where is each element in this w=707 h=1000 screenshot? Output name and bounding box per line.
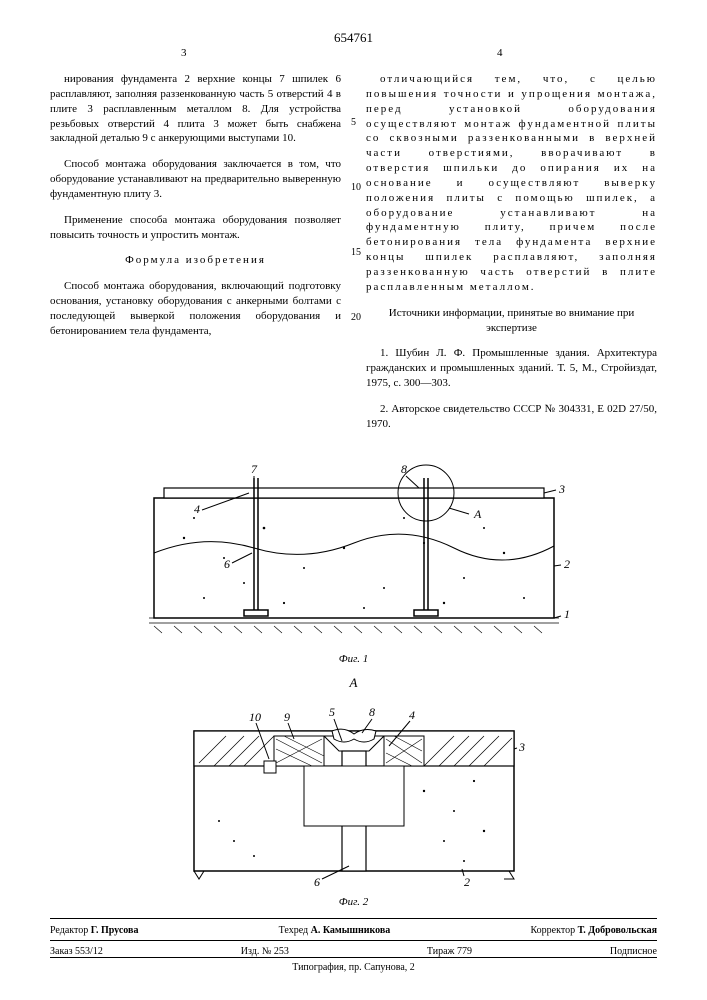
fig2-label: Фиг. 2	[50, 896, 657, 908]
para: отличающийся тем, что, с целью повышения…	[366, 72, 657, 295]
para-text: отличающийся тем, что, с целью повышения…	[366, 73, 657, 293]
izd-no: Изд. № 253	[241, 946, 289, 957]
svg-text:7: 7	[251, 462, 258, 476]
tirazh: Тираж 779	[427, 946, 472, 957]
svg-text:5: 5	[329, 705, 335, 719]
footer-credits: Редактор Г. Прусова Техред А. Камышников…	[50, 925, 657, 936]
typography: Типография, пр. Сапунова, 2	[50, 957, 657, 973]
svg-text:10: 10	[249, 710, 261, 724]
left-column: 3 нирования фундамента 2 верхние концы 7…	[50, 61, 341, 443]
text-columns: 3 нирования фундамента 2 верхние концы 7…	[50, 61, 657, 443]
footer-order: Заказ 553/12 Изд. № 253 Тираж 779 Подпис…	[50, 940, 657, 957]
svg-text:4: 4	[409, 708, 415, 722]
svg-text:3: 3	[558, 482, 565, 496]
line-mark: 10	[351, 181, 361, 195]
editor: Редактор Г. Прусова	[50, 925, 138, 936]
formula-title: Формула изобретения	[50, 253, 341, 268]
svg-text:2: 2	[464, 875, 470, 889]
para: Способ монтажа оборудования заключается …	[50, 157, 341, 202]
figure-1: 7 8 3 А 2 1 4 6	[104, 458, 604, 648]
patent-number: 654761	[50, 30, 657, 46]
para: Способ монтажа оборудования, включающий …	[50, 279, 341, 338]
line-mark: 15	[351, 246, 361, 260]
col-page-3: 3	[181, 46, 187, 61]
page: 654761 3 нирования фундамента 2 верхние …	[0, 0, 707, 993]
svg-text:2: 2	[564, 557, 570, 571]
svg-text:4: 4	[194, 502, 200, 516]
svg-text:1: 1	[564, 607, 570, 621]
detail-A-label: А	[50, 675, 657, 691]
svg-text:А: А	[473, 507, 482, 521]
order-no: Заказ 553/12	[50, 946, 103, 957]
line-mark: 5	[351, 116, 356, 130]
podpisnoe: Подписное	[610, 946, 657, 957]
col-page-4: 4	[497, 46, 503, 61]
techred: Техред А. Камышникова	[279, 925, 391, 936]
svg-text:8: 8	[369, 705, 375, 719]
fig1-label: Фиг. 1	[50, 653, 657, 665]
line-mark: 20	[351, 311, 361, 325]
source: 1. Шубин Л. Ф. Промышленные здания. Архи…	[366, 346, 657, 391]
source: 2. Авторское свидетельство СССР № 304331…	[366, 402, 657, 432]
figure-2: 10 9 5 8 4 3 6 2	[164, 701, 544, 891]
svg-text:3: 3	[518, 740, 525, 754]
svg-text:8: 8	[401, 462, 407, 476]
para: нирования фундамента 2 верхние концы 7 ш…	[50, 72, 341, 146]
svg-text:6: 6	[224, 557, 230, 571]
sources-title: Источники информации, принятые во вниман…	[366, 306, 657, 336]
footer: Редактор Г. Прусова Техред А. Камышников…	[50, 918, 657, 973]
para: Применение способа монтажа оборудования …	[50, 213, 341, 243]
svg-text:6: 6	[314, 875, 320, 889]
corrector: Корректор Т. Добровольская	[531, 925, 658, 936]
right-column: 4 5 10 15 20 отличающийся тем, что, с це…	[366, 61, 657, 443]
svg-text:9: 9	[284, 710, 290, 724]
